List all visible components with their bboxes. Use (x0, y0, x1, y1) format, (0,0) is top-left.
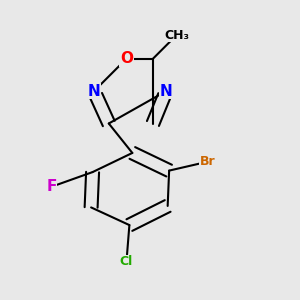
Text: CH₃: CH₃ (164, 29, 189, 42)
Text: Br: Br (200, 155, 215, 168)
Text: O: O (120, 51, 133, 66)
Text: Cl: Cl (120, 255, 133, 268)
Text: N: N (88, 84, 100, 99)
Text: N: N (160, 84, 172, 99)
Text: F: F (46, 179, 56, 194)
